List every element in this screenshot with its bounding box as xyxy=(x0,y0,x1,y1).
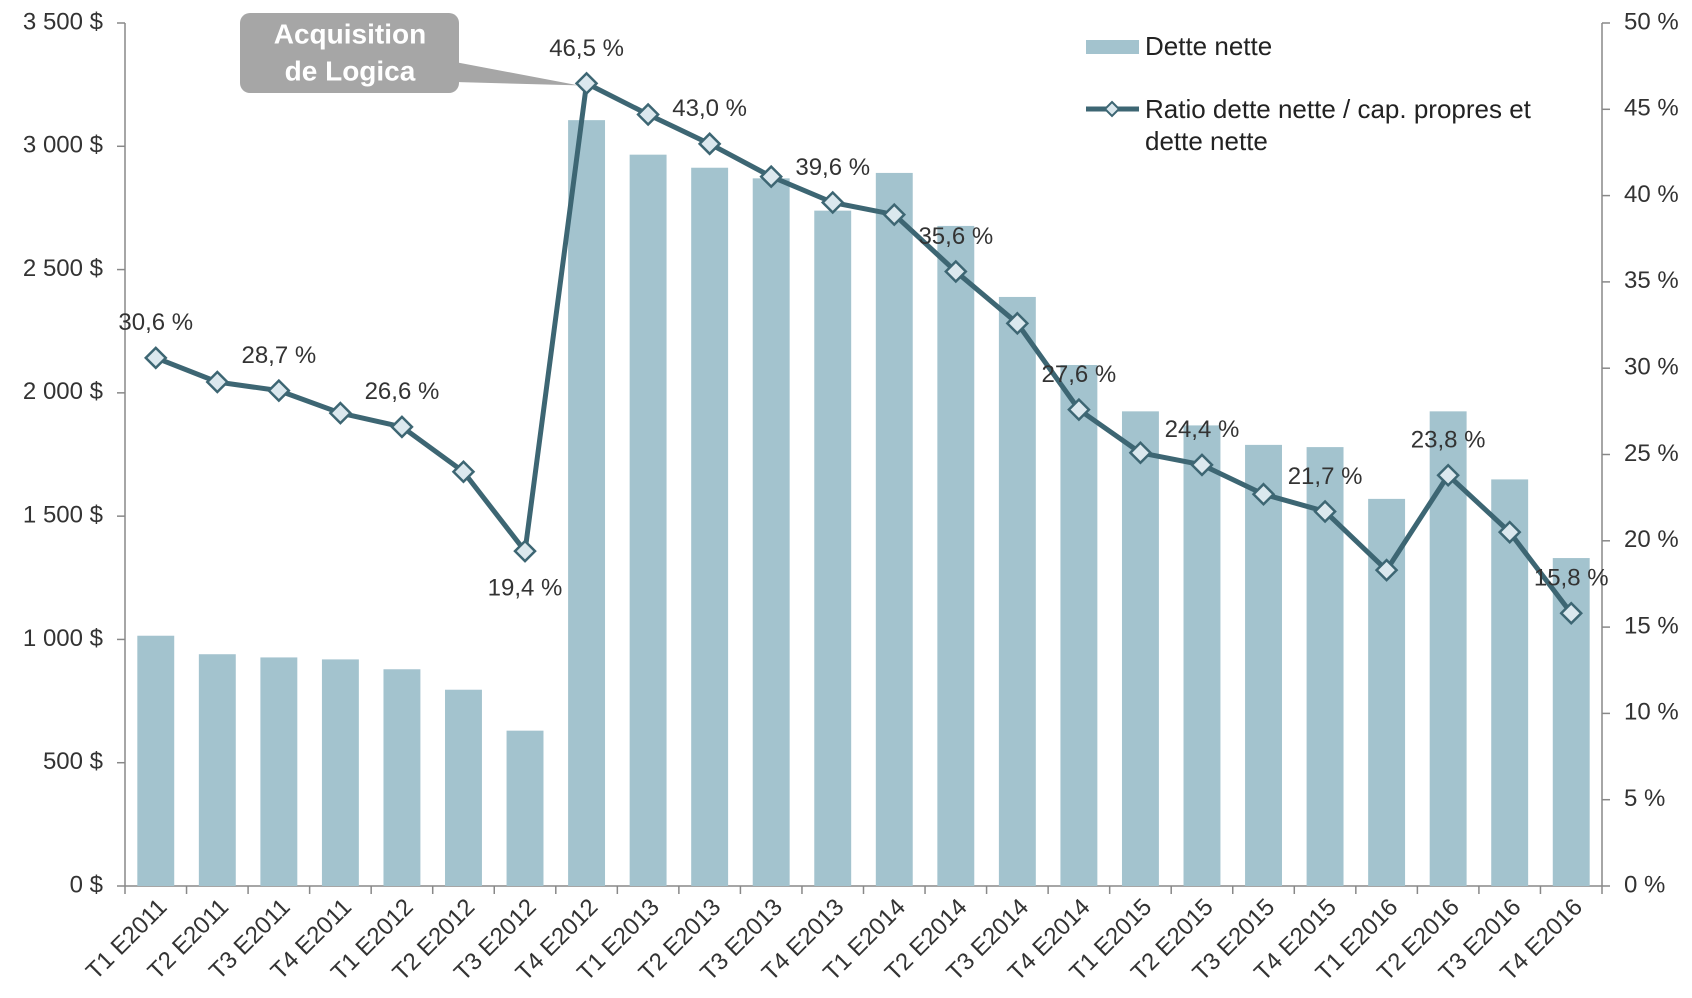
legend-swatch xyxy=(1086,40,1139,54)
marker xyxy=(513,539,537,563)
bar xyxy=(198,654,236,886)
marker xyxy=(267,378,291,403)
marker xyxy=(944,259,968,284)
marker xyxy=(1559,601,1583,626)
marker xyxy=(1251,482,1276,506)
bar xyxy=(691,167,729,886)
bar xyxy=(1060,364,1098,886)
marker xyxy=(390,415,414,439)
bar xyxy=(568,120,606,886)
marker xyxy=(636,102,660,127)
y-tick-label: 1 000 $ xyxy=(23,625,103,652)
marker xyxy=(882,202,907,227)
data-label: 26,6 % xyxy=(365,378,440,405)
y-tick-label: 0 $ xyxy=(70,871,103,898)
annotation-text: de Logica xyxy=(285,55,416,86)
bar xyxy=(629,154,667,887)
bar xyxy=(445,689,482,886)
data-label: 24,4 % xyxy=(1165,416,1240,443)
marker xyxy=(1005,311,1030,336)
y-tick-label: 3 500 $ xyxy=(23,8,103,35)
data-label: 43,0 % xyxy=(672,95,747,122)
marker xyxy=(1313,499,1337,524)
y2-tick-label: 45 % xyxy=(1624,95,1679,122)
annotation-box xyxy=(240,13,459,93)
y-tick-label: 2 000 $ xyxy=(23,378,103,405)
bar xyxy=(1245,444,1282,886)
marker xyxy=(697,132,722,156)
legend-swatch xyxy=(1103,100,1121,118)
y2-tick-label: 30 % xyxy=(1624,354,1679,381)
legend-label: Dette nette xyxy=(1145,31,1273,61)
y-tick-label: 3 000 $ xyxy=(23,132,103,159)
data-label: 28,7 % xyxy=(241,342,316,369)
bar xyxy=(260,657,298,886)
y2-tick-label: 40 % xyxy=(1624,181,1679,208)
marker xyxy=(574,71,599,96)
legend-label: Ratio dette nette / cap. propres et dett… xyxy=(1145,94,1531,156)
marker xyxy=(759,164,783,189)
line xyxy=(154,80,1574,615)
y2-tick-label: 10 % xyxy=(1624,699,1679,726)
bar xyxy=(998,296,1036,886)
y2-tick-label: 35 % xyxy=(1624,267,1679,294)
y-tick-label: 1 500 $ xyxy=(23,501,103,528)
bar xyxy=(937,225,975,886)
y-tick-label: 500 $ xyxy=(43,748,103,775)
y2-tick-label: 0 % xyxy=(1624,871,1665,898)
marker xyxy=(1497,520,1522,544)
data-label: 46,5 % xyxy=(549,35,624,62)
bar xyxy=(752,178,790,887)
bar xyxy=(1121,411,1159,886)
marker xyxy=(1374,558,1399,582)
data-label: 15,8 % xyxy=(1534,565,1609,592)
marker xyxy=(820,190,845,215)
marker xyxy=(1436,463,1460,487)
bar xyxy=(321,659,359,886)
bar xyxy=(814,210,852,886)
data-label: 23,8 % xyxy=(1411,427,1486,454)
data-label: 35,6 % xyxy=(918,223,993,250)
bar xyxy=(506,730,544,886)
data-label: 30,6 % xyxy=(118,309,193,336)
bar xyxy=(383,669,421,886)
y2-tick-label: 50 % xyxy=(1624,8,1679,35)
y2-tick-label: 15 % xyxy=(1624,612,1679,639)
y2-tick-label: 5 % xyxy=(1624,785,1665,812)
bar xyxy=(875,172,913,887)
y2-tick-label: 20 % xyxy=(1624,526,1679,553)
data-label: 27,6 % xyxy=(1042,361,1117,388)
y2-tick-label: 25 % xyxy=(1624,440,1679,467)
data-label: 21,7 % xyxy=(1288,463,1363,490)
bar xyxy=(1183,425,1221,886)
marker xyxy=(1128,441,1153,465)
marker xyxy=(328,401,353,425)
data-label: 39,6 % xyxy=(795,154,870,181)
bar xyxy=(137,635,175,886)
callout-pointer xyxy=(455,62,579,86)
marker xyxy=(451,459,476,484)
data-label: 19,4 % xyxy=(488,574,563,601)
y-tick-label: 2 500 $ xyxy=(23,255,103,282)
marker xyxy=(144,346,168,370)
marker xyxy=(1190,453,1214,477)
annotation-text: Acquisition xyxy=(274,18,426,49)
marker xyxy=(205,370,230,394)
marker xyxy=(1067,397,1091,422)
